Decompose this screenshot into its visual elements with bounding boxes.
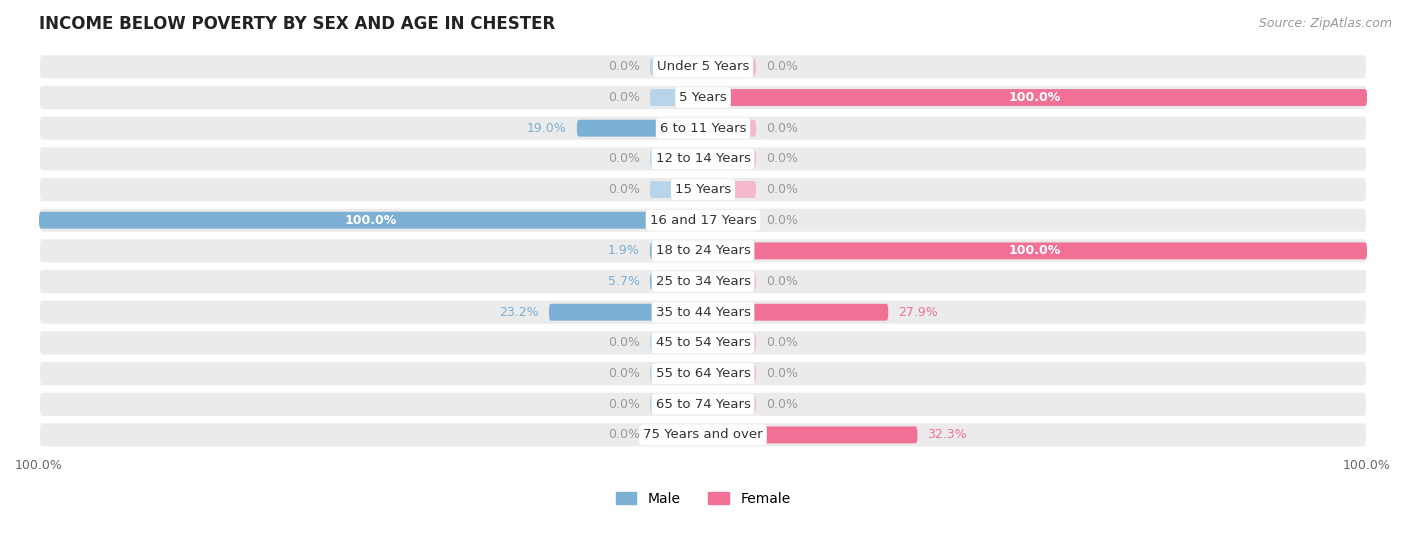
Text: 0.0%: 0.0% <box>766 367 799 380</box>
FancyBboxPatch shape <box>703 242 1367 259</box>
Text: 6 to 11 Years: 6 to 11 Years <box>659 122 747 134</box>
Legend: Male, Female: Male, Female <box>610 486 796 511</box>
Text: 1.9%: 1.9% <box>609 244 640 257</box>
FancyBboxPatch shape <box>650 273 703 290</box>
Text: 0.0%: 0.0% <box>766 60 799 73</box>
FancyBboxPatch shape <box>703 59 756 75</box>
Text: 0.0%: 0.0% <box>607 152 640 165</box>
FancyBboxPatch shape <box>650 242 703 259</box>
Text: 0.0%: 0.0% <box>766 152 799 165</box>
FancyBboxPatch shape <box>703 334 756 352</box>
Text: 0.0%: 0.0% <box>607 336 640 349</box>
Text: 100.0%: 100.0% <box>1010 91 1062 104</box>
Text: 75 Years and over: 75 Years and over <box>643 429 763 441</box>
Text: 15 Years: 15 Years <box>675 183 731 196</box>
FancyBboxPatch shape <box>703 89 1367 106</box>
Text: Source: ZipAtlas.com: Source: ZipAtlas.com <box>1258 17 1392 30</box>
Text: 18 to 24 Years: 18 to 24 Years <box>655 244 751 257</box>
Text: 0.0%: 0.0% <box>766 398 799 411</box>
Text: 0.0%: 0.0% <box>607 367 640 380</box>
Text: 55 to 64 Years: 55 to 64 Years <box>655 367 751 380</box>
Text: 65 to 74 Years: 65 to 74 Years <box>655 398 751 411</box>
FancyBboxPatch shape <box>703 304 889 321</box>
FancyBboxPatch shape <box>650 426 703 443</box>
FancyBboxPatch shape <box>576 120 703 137</box>
FancyBboxPatch shape <box>650 334 703 352</box>
FancyBboxPatch shape <box>650 181 703 198</box>
Text: 5 Years: 5 Years <box>679 91 727 104</box>
FancyBboxPatch shape <box>650 89 703 106</box>
FancyBboxPatch shape <box>650 59 703 75</box>
Text: 0.0%: 0.0% <box>766 336 799 349</box>
Text: INCOME BELOW POVERTY BY SEX AND AGE IN CHESTER: INCOME BELOW POVERTY BY SEX AND AGE IN C… <box>39 15 555 33</box>
FancyBboxPatch shape <box>39 300 1367 325</box>
Text: 16 and 17 Years: 16 and 17 Years <box>650 214 756 227</box>
FancyBboxPatch shape <box>703 426 918 443</box>
Text: 35 to 44 Years: 35 to 44 Years <box>655 306 751 319</box>
Text: 5.7%: 5.7% <box>607 275 640 288</box>
FancyBboxPatch shape <box>39 212 703 229</box>
Text: 0.0%: 0.0% <box>607 60 640 73</box>
Text: 0.0%: 0.0% <box>607 183 640 196</box>
FancyBboxPatch shape <box>548 304 703 321</box>
FancyBboxPatch shape <box>39 85 1367 110</box>
Text: 25 to 34 Years: 25 to 34 Years <box>655 275 751 288</box>
Text: 27.9%: 27.9% <box>898 306 938 319</box>
FancyBboxPatch shape <box>39 269 1367 294</box>
FancyBboxPatch shape <box>39 208 1367 233</box>
FancyBboxPatch shape <box>650 396 703 413</box>
Text: 45 to 54 Years: 45 to 54 Years <box>655 336 751 349</box>
Text: 100.0%: 100.0% <box>344 214 396 227</box>
Text: 0.0%: 0.0% <box>607 429 640 441</box>
FancyBboxPatch shape <box>39 330 1367 355</box>
FancyBboxPatch shape <box>39 361 1367 386</box>
Text: 0.0%: 0.0% <box>766 214 799 227</box>
FancyBboxPatch shape <box>39 422 1367 448</box>
Text: 12 to 14 Years: 12 to 14 Years <box>655 152 751 165</box>
FancyBboxPatch shape <box>39 146 1367 171</box>
Text: 0.0%: 0.0% <box>607 91 640 104</box>
FancyBboxPatch shape <box>39 238 1367 263</box>
FancyBboxPatch shape <box>703 273 756 290</box>
FancyBboxPatch shape <box>650 151 703 167</box>
Text: 0.0%: 0.0% <box>766 275 799 288</box>
Text: 23.2%: 23.2% <box>499 306 538 319</box>
Text: 19.0%: 19.0% <box>527 122 567 134</box>
FancyBboxPatch shape <box>39 177 1367 202</box>
Text: 32.3%: 32.3% <box>928 429 967 441</box>
Text: 0.0%: 0.0% <box>766 183 799 196</box>
FancyBboxPatch shape <box>703 365 756 382</box>
Text: 0.0%: 0.0% <box>766 122 799 134</box>
FancyBboxPatch shape <box>650 365 703 382</box>
FancyBboxPatch shape <box>703 151 756 167</box>
FancyBboxPatch shape <box>703 396 756 413</box>
FancyBboxPatch shape <box>39 392 1367 417</box>
Text: 100.0%: 100.0% <box>1010 244 1062 257</box>
FancyBboxPatch shape <box>39 116 1367 141</box>
FancyBboxPatch shape <box>39 54 1367 79</box>
Text: 0.0%: 0.0% <box>607 398 640 411</box>
FancyBboxPatch shape <box>703 212 756 229</box>
FancyBboxPatch shape <box>703 181 756 198</box>
FancyBboxPatch shape <box>703 120 756 137</box>
Text: Under 5 Years: Under 5 Years <box>657 60 749 73</box>
